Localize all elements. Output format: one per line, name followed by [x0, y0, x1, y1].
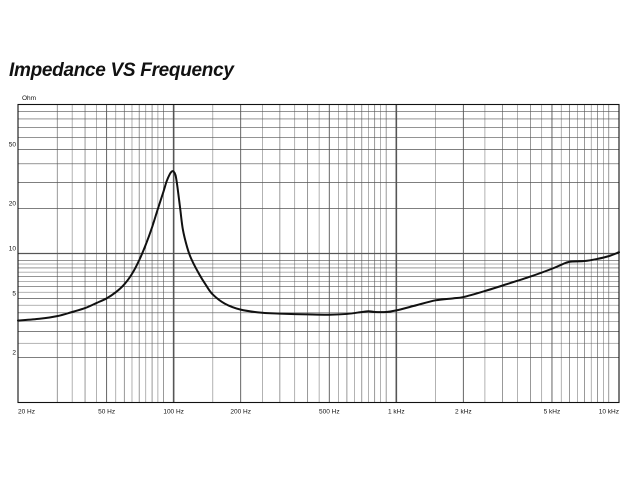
x-tick-label: 5 kHz — [544, 409, 561, 416]
x-tick-label: 10 kHz — [599, 409, 619, 416]
x-tick-label: 1 kHz — [388, 409, 405, 416]
y-tick-label: 2 — [12, 350, 16, 357]
y-tick-label: 50 — [9, 141, 17, 148]
x-tick-label: 500 Hz — [319, 409, 340, 416]
y-tick-label: 5 — [12, 290, 16, 297]
x-tick-label: 2 kHz — [455, 409, 472, 416]
chart-title: Impedance VS Frequency — [9, 60, 234, 81]
y-axis-unit-label: Ohm — [22, 95, 36, 102]
x-tick-label: 200 Hz — [230, 409, 251, 416]
x-tick-labels: 20 Hz 50 Hz 100 Hz 200 Hz 500 Hz 1 kHz 2 kHz 5 … — [18, 409, 619, 416]
x-tick-label: 100 Hz — [163, 409, 184, 416]
grid — [18, 104, 619, 403]
x-tick-label: 20 Hz — [18, 409, 35, 416]
y-tick-label: 20 — [9, 201, 17, 208]
plot-frame — [17, 103, 620, 404]
y-tick-labels: 2 5 10 20 50 — [9, 141, 17, 356]
impedance-curve — [17, 170, 620, 322]
x-tick-label: 50 Hz — [98, 409, 115, 416]
y-tick-label: 10 — [9, 246, 17, 253]
